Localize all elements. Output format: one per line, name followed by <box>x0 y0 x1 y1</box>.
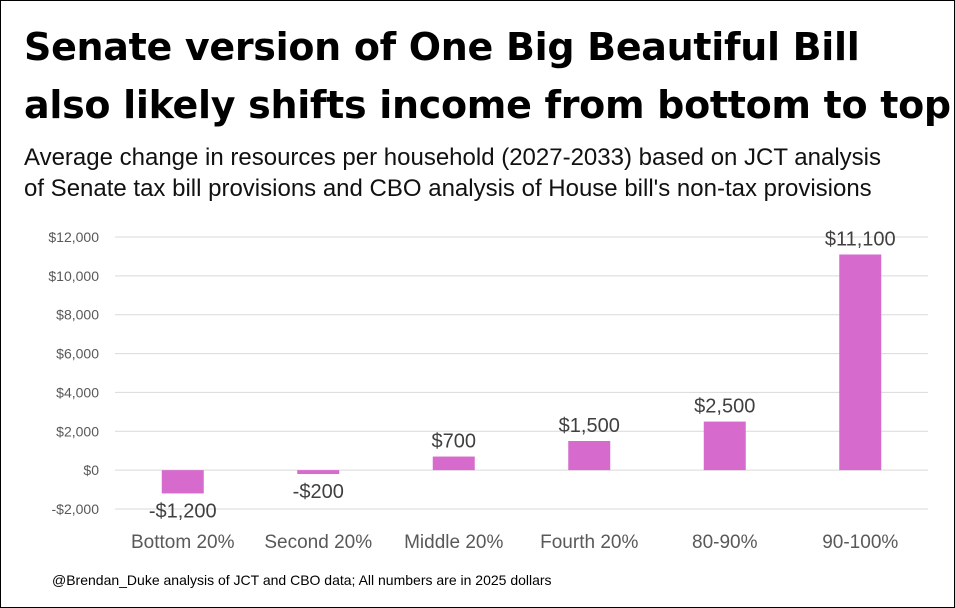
bar <box>161 470 204 494</box>
x-tick-label: 80-90% <box>692 532 758 553</box>
subtitle-line-2: of Senate tax bill provisions and CBO an… <box>24 175 872 202</box>
chart-title: Senate version of One Big Beautiful Bill… <box>24 18 951 134</box>
data-label: -$1,200 <box>149 500 217 522</box>
bar <box>568 441 611 471</box>
data-label: $700 <box>432 431 477 453</box>
y-tick-label: $0 <box>83 462 99 478</box>
data-label: $1,500 <box>559 415 620 437</box>
y-tick-label: $12,000 <box>48 229 99 245</box>
y-tick-label: $10,000 <box>48 268 99 284</box>
y-tick-label: -$2,000 <box>52 501 100 517</box>
bar <box>839 254 882 471</box>
y-tick-label: $8,000 <box>56 307 99 323</box>
subtitle-line-1: Average change in resources per househol… <box>24 144 881 171</box>
title-line-2: also likely shifts income from bottom to… <box>24 83 951 127</box>
x-tick-label: Fourth 20% <box>540 532 638 553</box>
bar <box>432 456 475 471</box>
chart-subtitle: Average change in resources per househol… <box>24 142 954 204</box>
title-line-1: Senate version of One Big Beautiful Bill <box>24 25 860 69</box>
footnote: @Brendan_Duke analysis of JCT and CBO da… <box>52 572 552 588</box>
x-tick-label: Second 20% <box>264 532 372 553</box>
data-label: -$200 <box>293 481 344 503</box>
bar <box>703 421 746 471</box>
y-tick-label: $4,000 <box>56 384 99 400</box>
bar <box>297 470 340 475</box>
x-tick-label: Bottom 20% <box>131 532 235 553</box>
data-label: $11,100 <box>825 228 896 250</box>
data-label: $2,500 <box>694 396 755 418</box>
y-tick-label: $2,000 <box>56 423 99 439</box>
y-tick-label: $6,000 <box>56 346 99 362</box>
x-tick-label: 90-100% <box>822 532 898 553</box>
x-tick-label: Middle 20% <box>404 532 503 553</box>
